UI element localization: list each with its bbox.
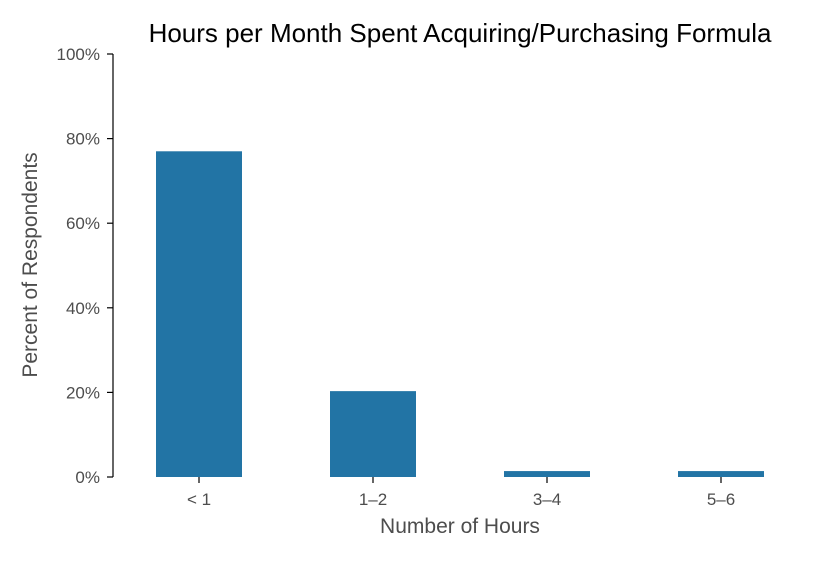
- x-tick-label: < 1: [187, 490, 211, 509]
- bar-4: [678, 471, 764, 477]
- x-tick-label: 3–4: [533, 490, 561, 509]
- y-tick-label: 40%: [66, 299, 100, 318]
- bar-2: [330, 391, 416, 477]
- y-tick-label: 80%: [66, 130, 100, 149]
- x-tick-label: 5–6: [707, 490, 735, 509]
- y-ticks-group: 0% 20% 40% 60% 80% 100%: [57, 45, 113, 487]
- bar-3: [504, 471, 590, 477]
- y-tick-label: 60%: [66, 214, 100, 233]
- bars-group: [156, 151, 764, 478]
- y-tick-label: 0%: [75, 468, 100, 487]
- x-tick-label: 1–2: [359, 490, 387, 509]
- chart-title: Hours per Month Spent Acquiring/Purchasi…: [149, 18, 772, 48]
- y-axis-label: Percent of Respondents: [19, 152, 42, 377]
- y-tick-label: 100%: [57, 45, 100, 64]
- x-axis-label: Number of Hours: [380, 515, 540, 538]
- bar-1: [156, 151, 242, 478]
- y-tick-label: 20%: [66, 383, 100, 402]
- x-ticks-group: < 1 1–2 3–4 5–6: [187, 477, 735, 509]
